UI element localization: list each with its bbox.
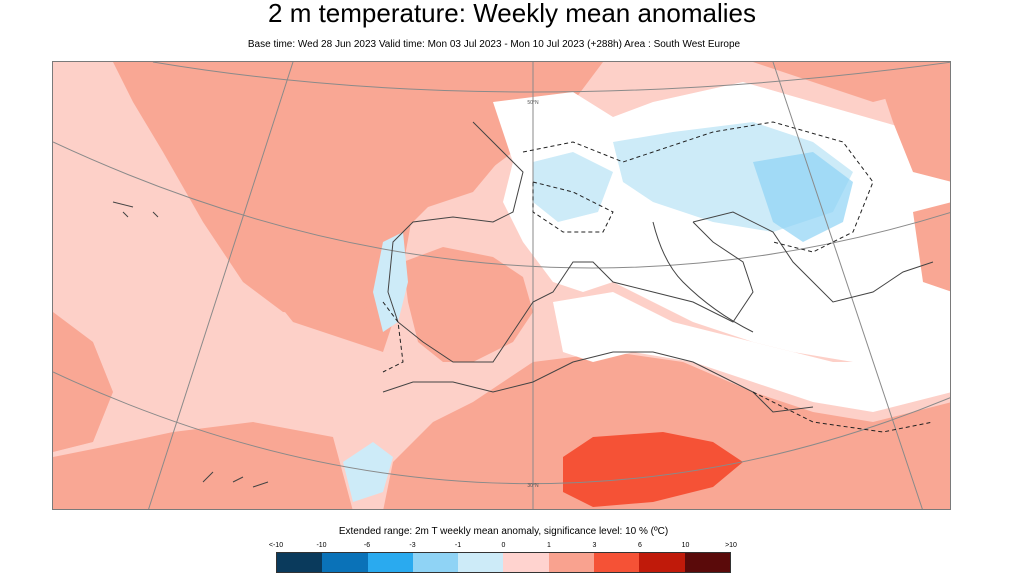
legend-tick: >10 <box>725 542 737 549</box>
portugal-cool-area <box>373 232 408 332</box>
legend-tick: 1 <box>547 542 551 549</box>
mediterranean-neutral-area <box>553 292 950 412</box>
legend-swatch <box>322 553 368 572</box>
dashed-contour <box>522 121 874 253</box>
azores-islands <box>112 201 159 218</box>
legend-title: Extended range: 2m T weekly mean anomaly… <box>338 526 669 537</box>
legend-swatch <box>684 553 730 572</box>
atlantic-warm-core <box>53 62 523 317</box>
legend-tick: -10 <box>316 542 327 549</box>
coastline <box>387 121 754 363</box>
turkey-warm-area <box>913 202 950 292</box>
legend-swatch <box>412 553 459 572</box>
map-subtitle: Base time: Wed 28 Jun 2023 Valid time: M… <box>247 39 741 50</box>
legend-tick: -6 <box>363 542 371 549</box>
sahara-hot-area <box>563 432 743 507</box>
legend-swatch <box>639 553 685 572</box>
legend-swatch <box>548 553 595 572</box>
northeast-warm-area <box>873 62 950 182</box>
legend-swatch <box>367 553 413 572</box>
dashed-contour <box>752 391 934 433</box>
morocco-cool-area <box>343 442 393 502</box>
color-legend-bar <box>276 552 731 573</box>
graticule-label: 30°N <box>527 483 539 489</box>
parallel-line <box>53 141 950 269</box>
legend-tick: <-10 <box>268 542 284 549</box>
legend-tick: -1 <box>454 542 462 549</box>
graticule-label: 50°N <box>527 100 539 106</box>
coastline <box>692 211 934 303</box>
anomaly-map: 50°N 30°N <box>52 61 951 510</box>
map-canvas: 50°N 30°N <box>53 62 950 509</box>
legend-tick: -3 <box>409 542 416 549</box>
dashed-contour <box>532 181 614 233</box>
legend-tick: 6 <box>638 542 642 549</box>
graticule <box>53 62 950 509</box>
north-africa-warm-area <box>383 352 950 509</box>
balkan-cool-core <box>753 152 853 242</box>
france-cool-area <box>533 152 613 222</box>
legend-tick: 0 <box>501 542 506 549</box>
significance-contours <box>382 121 934 433</box>
meridian-line <box>772 62 923 509</box>
southwest-warm-area <box>53 312 113 452</box>
legend-tick: 10 <box>681 542 690 549</box>
italy-coast <box>652 221 754 333</box>
legend-swatch <box>594 553 640 572</box>
legend-swatch <box>458 553 504 572</box>
coastlines <box>112 121 934 488</box>
legend-swatch <box>503 553 549 572</box>
canary-warm-area <box>53 422 353 509</box>
canary-islands <box>202 471 269 488</box>
parallel-line <box>53 371 950 485</box>
iberia-warm-area <box>403 247 533 362</box>
meridian-line <box>148 62 294 509</box>
dashed-contour <box>382 301 404 373</box>
map-title: 2 m temperature: Weekly mean anomalies <box>268 0 756 28</box>
legend-swatch <box>277 553 323 572</box>
europe-neutral-area <box>493 82 950 372</box>
legend-tick: 3 <box>592 542 597 549</box>
